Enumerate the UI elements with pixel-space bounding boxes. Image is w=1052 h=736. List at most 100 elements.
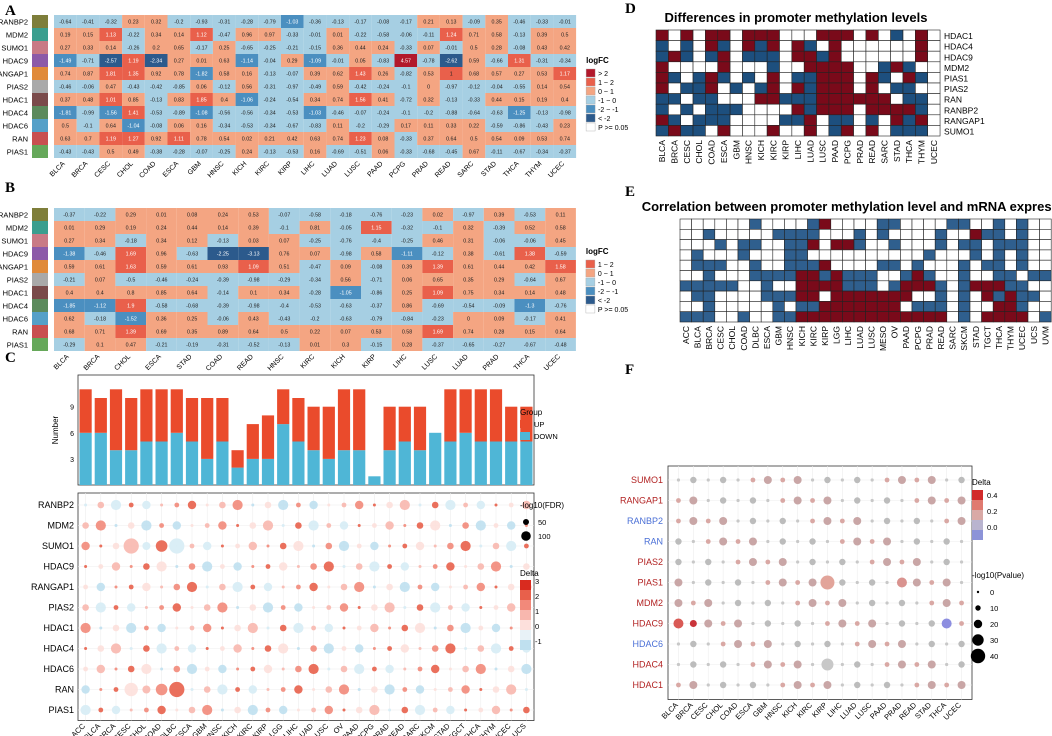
dot xyxy=(372,503,376,507)
dot xyxy=(676,478,681,482)
grid-cell xyxy=(803,72,817,84)
grid-cell xyxy=(692,82,706,94)
heatmap-cell xyxy=(99,145,123,158)
grid-cell xyxy=(877,50,891,63)
cell-value: 0.14 xyxy=(218,226,228,232)
grid-cell xyxy=(927,40,941,52)
grid-cell xyxy=(714,229,727,240)
cell-value: 0.8 xyxy=(127,291,134,297)
cell-value: -0.64 xyxy=(468,111,480,117)
grid-cell xyxy=(760,229,774,240)
bar-down xyxy=(79,432,92,485)
grid-cell xyxy=(691,270,704,282)
grid-cell xyxy=(754,61,768,73)
grid-cell xyxy=(691,239,704,251)
grid-cell xyxy=(1027,301,1040,312)
cell-value: 0.81 xyxy=(310,226,320,232)
dot xyxy=(84,565,88,568)
grid-cell xyxy=(714,280,727,292)
grid-cell xyxy=(934,270,948,282)
dot xyxy=(218,521,227,530)
dot xyxy=(855,580,859,585)
cell-value: -1.56 xyxy=(105,111,117,117)
legend-label: P >= 0.05 xyxy=(598,307,628,314)
column-label: UCEC xyxy=(543,353,562,372)
cell-value: 0.46 xyxy=(433,239,443,245)
legend-label: 0 ~ 1 xyxy=(598,271,614,278)
dot xyxy=(251,647,255,650)
grid-cell xyxy=(842,229,855,240)
cell-value: -0.33 xyxy=(400,46,412,52)
dot xyxy=(675,558,682,566)
legend-label: -2 ~ -1 xyxy=(598,289,619,296)
dot xyxy=(735,539,741,544)
legend-swatch xyxy=(585,259,596,269)
heatmap-cell xyxy=(144,41,168,54)
grid-cell xyxy=(927,82,941,94)
grid-cell xyxy=(992,301,1006,312)
cell-value: 1.58 xyxy=(555,265,565,271)
cell-value: 0.17 xyxy=(401,124,411,130)
cell-value: -0.59 xyxy=(491,124,503,130)
grid-cell xyxy=(958,259,971,271)
grid-cell xyxy=(890,125,904,137)
grid-cell xyxy=(1039,311,1052,323)
heatmap-cell xyxy=(207,338,239,351)
grid-cell xyxy=(749,218,762,230)
cell-value: -0.06 xyxy=(217,317,229,323)
dot xyxy=(509,565,513,568)
panel-e-title: Correlation between promoter methylation… xyxy=(642,199,1052,214)
cell-value: 0.96 xyxy=(156,252,166,258)
grid-cell xyxy=(702,259,716,271)
dot xyxy=(719,517,728,525)
grid-cell xyxy=(865,103,879,116)
dot xyxy=(883,497,891,504)
heatmap-cell xyxy=(417,119,440,132)
cell-value: -0.29 xyxy=(377,124,389,130)
cell-value: 0.56 xyxy=(242,85,252,91)
grid-cell xyxy=(981,259,994,271)
cell-value: 0.5 xyxy=(470,46,477,52)
grid-cell xyxy=(726,280,739,292)
column-label: KIRC xyxy=(300,353,317,370)
dot xyxy=(220,564,225,569)
cell-value: 1 xyxy=(450,72,453,78)
heatmap-cell xyxy=(281,80,304,93)
cell-value: 0.54 xyxy=(560,85,570,91)
grid-cell xyxy=(853,82,867,94)
heatmap-cell xyxy=(176,325,208,338)
dot xyxy=(235,687,241,692)
dot xyxy=(884,641,890,647)
grid-cell xyxy=(934,249,948,261)
heatmap-cell xyxy=(235,67,259,80)
dot xyxy=(81,685,90,694)
cell-value: 0.21 xyxy=(423,20,433,26)
dot xyxy=(312,688,316,691)
heatmap-cell xyxy=(190,28,213,41)
cell-value: 1.27 xyxy=(128,137,138,143)
dot xyxy=(764,620,772,627)
dot xyxy=(203,686,211,693)
dot xyxy=(763,640,772,648)
bar-up xyxy=(261,415,275,459)
grid-cell xyxy=(737,229,750,240)
heatmap-cell xyxy=(258,93,281,106)
dot xyxy=(736,519,740,523)
cell-value: -0.53 xyxy=(286,150,298,156)
heatmap-cell xyxy=(238,286,269,299)
row-label: SUMO1 xyxy=(631,475,663,485)
dot xyxy=(825,560,830,564)
grid-cell xyxy=(717,103,731,116)
heatmap-cell xyxy=(235,28,259,41)
row-annotation-bar xyxy=(32,221,48,234)
cell-value: -0.15 xyxy=(370,343,382,349)
dot xyxy=(311,625,316,631)
dot xyxy=(169,681,185,698)
column-label: OV xyxy=(890,326,900,339)
dot xyxy=(508,646,514,651)
grid-cell xyxy=(807,280,820,292)
grid-cell xyxy=(818,280,832,292)
column-label: HNSC xyxy=(207,160,226,179)
cell-value: 0.06 xyxy=(196,85,206,91)
grid-cell xyxy=(726,218,739,230)
